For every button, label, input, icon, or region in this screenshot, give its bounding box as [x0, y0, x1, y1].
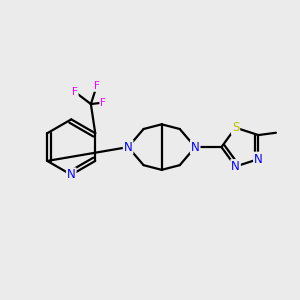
- Text: F: F: [72, 87, 78, 97]
- Text: N: N: [67, 168, 76, 181]
- Text: N: N: [124, 141, 133, 154]
- Text: N: N: [231, 160, 240, 173]
- Text: F: F: [94, 81, 100, 91]
- Text: F: F: [100, 98, 106, 108]
- Text: N: N: [191, 141, 200, 154]
- Text: S: S: [232, 121, 239, 134]
- Text: N: N: [254, 153, 263, 166]
